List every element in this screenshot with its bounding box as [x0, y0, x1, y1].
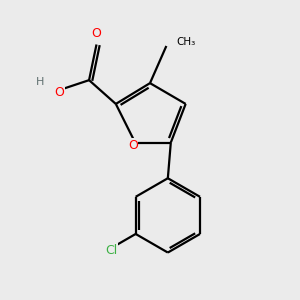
Text: H: H — [36, 76, 44, 87]
Text: O: O — [92, 27, 101, 40]
Text: O: O — [128, 139, 138, 152]
Text: Cl: Cl — [105, 244, 117, 257]
Text: CH₃: CH₃ — [177, 38, 196, 47]
Text: O: O — [54, 85, 64, 98]
